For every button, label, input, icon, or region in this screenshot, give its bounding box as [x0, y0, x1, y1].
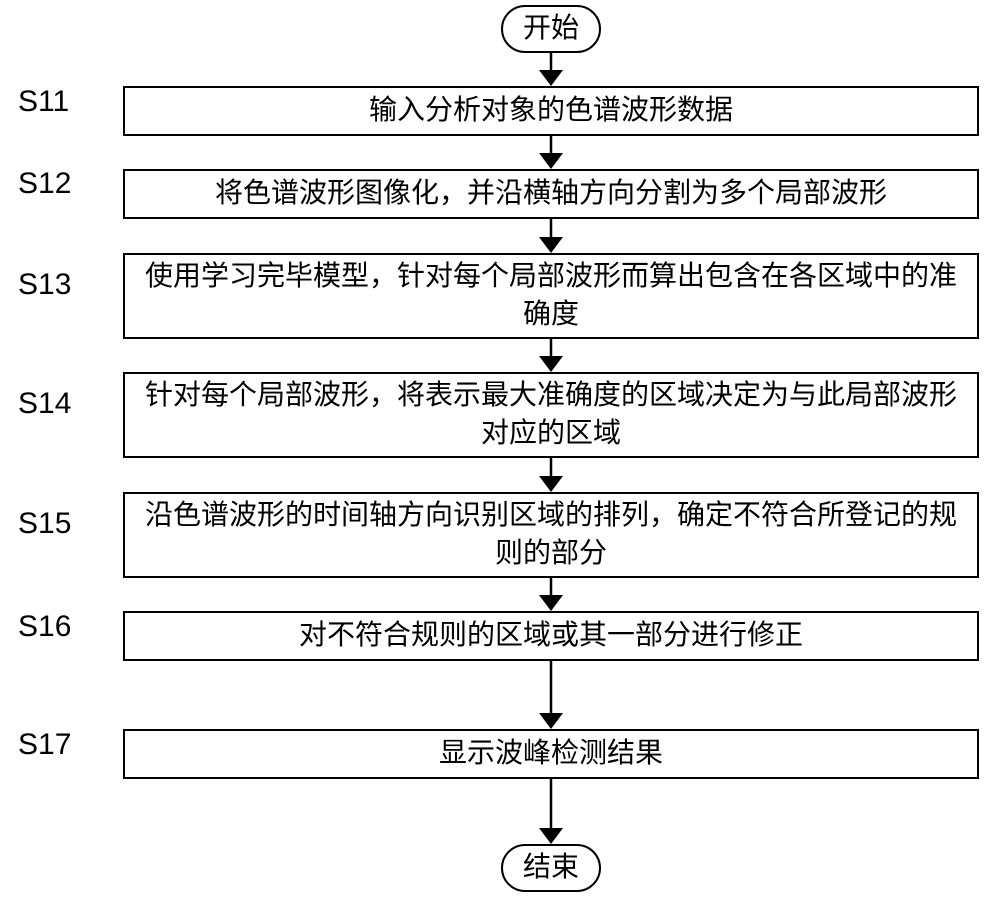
step-label-s12: S12	[18, 167, 71, 201]
process-box-s15: 沿色谱波形的时间轴方向识别区域的排列，确定不符合所登记的规则的部分	[123, 492, 979, 578]
flowchart-container: 开始 S11 输入分析对象的色谱波形数据 S12 将色谱波形图像化，并沿横轴方向分割为…	[0, 0, 1000, 901]
step-label-s16: S16	[18, 610, 71, 644]
process-text: 对不符合规则的区域或其一部分进行修正	[299, 617, 803, 655]
terminator-start-label: 开始	[523, 15, 579, 43]
process-box-s13: 使用学习完毕模型，针对每个局部波形而算出包含在各区域中的准确度	[123, 253, 979, 339]
terminator-end: 结束	[501, 844, 601, 892]
process-text: 显示波峰检测结果	[439, 735, 663, 773]
process-text: 沿色谱波形的时间轴方向识别区域的排列，确定不符合所登记的规则的部分	[145, 497, 957, 573]
terminator-start: 开始	[501, 5, 601, 53]
process-text: 使用学习完毕模型，针对每个局部波形而算出包含在各区域中的准确度	[145, 258, 957, 334]
step-label-s14: S14	[18, 387, 71, 421]
process-box-s17: 显示波峰检测结果	[123, 729, 979, 779]
process-text: 将色谱波形图像化，并沿横轴方向分割为多个局部波形	[215, 175, 887, 213]
process-text: 输入分析对象的色谱波形数据	[369, 92, 733, 130]
step-label-s11: S11	[18, 85, 69, 119]
process-box-s11: 输入分析对象的色谱波形数据	[123, 86, 979, 136]
process-box-s12: 将色谱波形图像化，并沿横轴方向分割为多个局部波形	[123, 169, 979, 219]
terminator-end-label: 结束	[523, 854, 579, 882]
step-label-s15: S15	[18, 507, 71, 541]
process-box-s16: 对不符合规则的区域或其一部分进行修正	[123, 611, 979, 661]
process-box-s14: 针对每个局部波形，将表示最大准确度的区域决定为与此局部波形对应的区域	[123, 372, 979, 458]
process-text: 针对每个局部波形，将表示最大准确度的区域决定为与此局部波形对应的区域	[145, 377, 957, 453]
step-label-s13: S13	[18, 268, 71, 302]
step-label-s17: S17	[18, 728, 71, 762]
